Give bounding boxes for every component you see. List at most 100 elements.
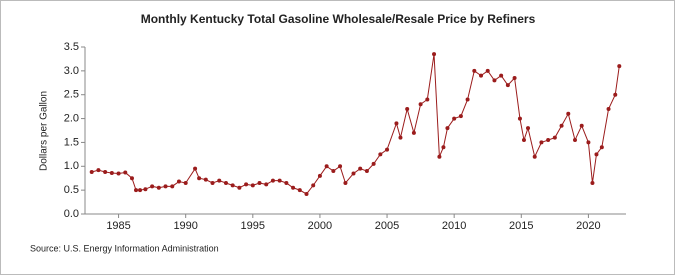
data-point [441,145,446,150]
data-point [445,126,450,131]
data-point [411,130,416,135]
data-point [492,78,497,83]
data-point [134,188,139,193]
data-point [526,126,531,131]
data-point [123,170,128,175]
data-point [223,180,228,185]
y-tick-label: 1.5 [64,136,79,148]
data-point [109,170,114,175]
data-point [552,135,557,140]
data-point [270,178,275,183]
data-point [331,169,336,174]
data-point [371,161,376,166]
x-tick-label: 1995 [241,220,265,232]
data-point [244,182,249,187]
y-tick-label: 0.0 [64,208,79,220]
data-point [343,180,348,185]
data-point [465,97,470,102]
data-point [539,140,544,145]
data-point [338,164,343,169]
data-point [143,187,148,192]
data-point [566,111,571,116]
data-point [472,68,477,73]
data-point [217,178,222,183]
data-point [532,154,537,159]
data-point [193,166,198,171]
data-point [512,76,517,81]
data-point [606,107,611,112]
data-point [599,145,604,150]
data-point [579,123,584,128]
data-point [485,68,490,73]
y-tick-label: 1.0 [64,160,79,172]
x-tick-label: 2015 [509,220,533,232]
data-point [586,140,591,145]
data-point [237,185,242,190]
data-point [96,168,101,173]
x-tick-label: 2005 [375,220,399,232]
data-point [317,173,322,178]
data-point [499,73,504,78]
data-point [378,152,383,157]
data-point [351,171,356,176]
data-point [129,176,134,181]
data-point [418,102,423,107]
y-tick-label: 3.5 [64,41,79,53]
x-tick-label: 2010 [442,220,466,232]
data-point [297,188,302,193]
data-point [437,154,442,159]
data-point [432,52,437,57]
data-point [176,179,181,184]
data-point [590,180,595,185]
data-point [150,184,155,189]
data-point [203,177,208,182]
data-point [479,73,484,78]
data-point [103,170,108,175]
y-axis-label: Dollars per Gallon [39,91,50,171]
data-point [521,138,526,143]
data-point [311,183,316,188]
data-point [324,164,329,169]
data-point [291,185,296,190]
data-point [559,123,564,128]
data-point [277,178,282,183]
x-tick-label: 2000 [308,220,332,232]
y-tick-label: 3.0 [64,65,79,77]
data-point [138,188,143,193]
x-tick-label: 1985 [106,220,130,232]
data-point [250,183,255,188]
data-point [405,107,410,112]
data-point [230,183,235,188]
data-point [284,180,289,185]
data-point [517,116,522,121]
y-tick-label: 2.0 [64,112,79,124]
data-point [572,138,577,143]
x-tick-label: 2020 [576,220,600,232]
data-point [304,191,309,196]
data-point [257,180,262,185]
data-point [458,114,463,119]
data-point [505,83,510,88]
data-point [358,166,363,171]
data-point [546,138,551,143]
data-point [394,121,399,126]
y-tick-label: 2.5 [64,89,79,101]
data-point [264,182,269,187]
data-point [163,184,168,189]
data-point [425,97,430,102]
data-point [116,171,121,176]
data-point [385,147,390,152]
data-point [156,185,161,190]
data-point [613,92,618,97]
x-tick-label: 1990 [173,220,197,232]
y-tick-label: 0.5 [64,184,79,196]
data-point [183,180,188,185]
data-point [197,176,202,181]
source: Source: U.S. Energy Information Administ… [30,243,219,253]
data-point [617,64,622,69]
data-point [210,180,215,185]
data-point [594,152,599,157]
data-point [364,169,369,174]
